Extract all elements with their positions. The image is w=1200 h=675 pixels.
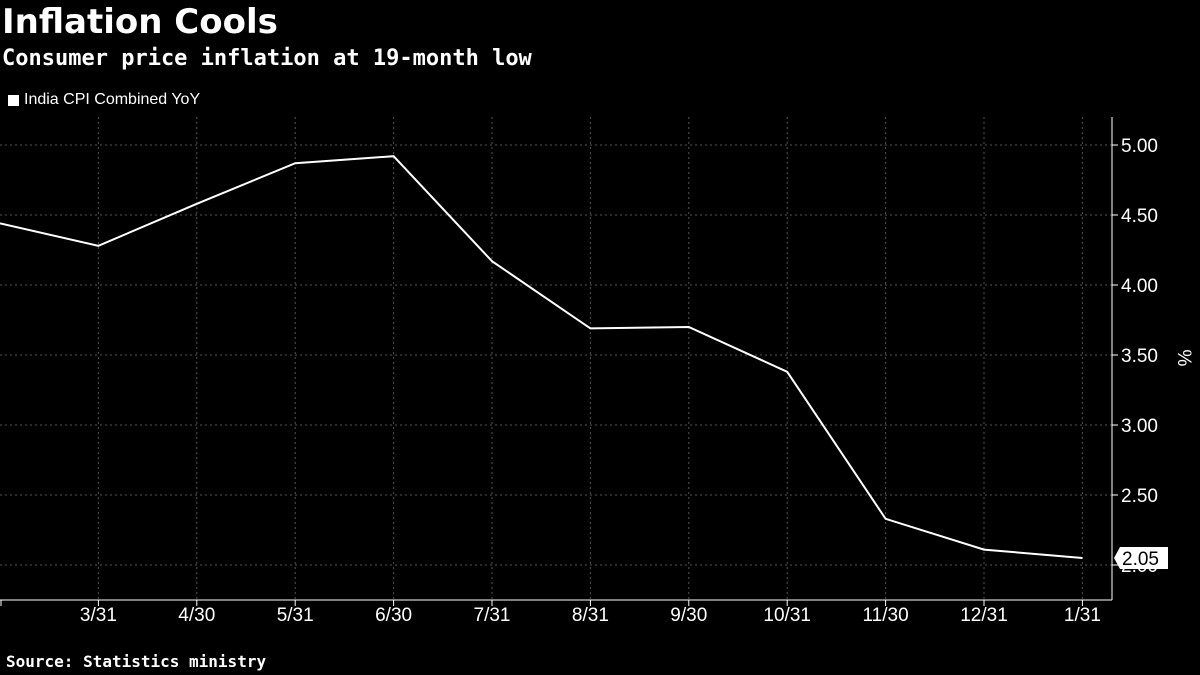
x-tick-label: 4/30 [178, 605, 215, 626]
y-tick-label: 3.50 [1121, 346, 1158, 367]
x-tick-label: 12/31 [960, 605, 1008, 626]
legend-label: India CPI Combined YoY [24, 91, 201, 108]
y-tick-label: 3.00 [1121, 416, 1158, 437]
legend-swatch [8, 94, 19, 106]
labels: 2.05 [1114, 547, 1168, 570]
axes: 2.002.503.003.504.004.505.003/314/305/31… [0, 117, 1194, 626]
x-tick-label: 7/31 [474, 605, 511, 626]
last-value-box [1114, 547, 1168, 569]
x-tick-label: 11/30 [863, 605, 909, 626]
grid [0, 117, 1112, 600]
chart-subtitle: Consumer price inflation at 19-month low [2, 46, 532, 71]
x-tick-label: 5/31 [277, 605, 314, 626]
y-tick-label: 4.00 [1121, 276, 1158, 297]
y-axis-label: % [1173, 350, 1194, 367]
chart-title: Inflation Cools [2, 2, 278, 42]
y-tick-label: 5.00 [1121, 136, 1158, 157]
series [0, 155, 1083, 559]
x-tick-label: 8/31 [572, 605, 609, 626]
x-tick-label: 9/30 [670, 605, 707, 626]
series-line-india-cpi [0, 155, 1083, 559]
legend: India CPI Combined YoY [8, 90, 200, 110]
last-value-label: 2.05 [1114, 547, 1168, 570]
last-value-text: 2.05 [1122, 549, 1159, 570]
x-tick-label: 3/31 [80, 605, 117, 626]
x-tick-label: 1/31 [1064, 605, 1101, 626]
x-tick-label: 6/30 [375, 605, 412, 626]
source-note: Source: Statistics ministry [6, 652, 267, 671]
y-tick-label: 4.50 [1121, 206, 1158, 227]
x-tick-label: 10/31 [763, 605, 811, 626]
y-tick-label: 2.50 [1121, 486, 1158, 507]
